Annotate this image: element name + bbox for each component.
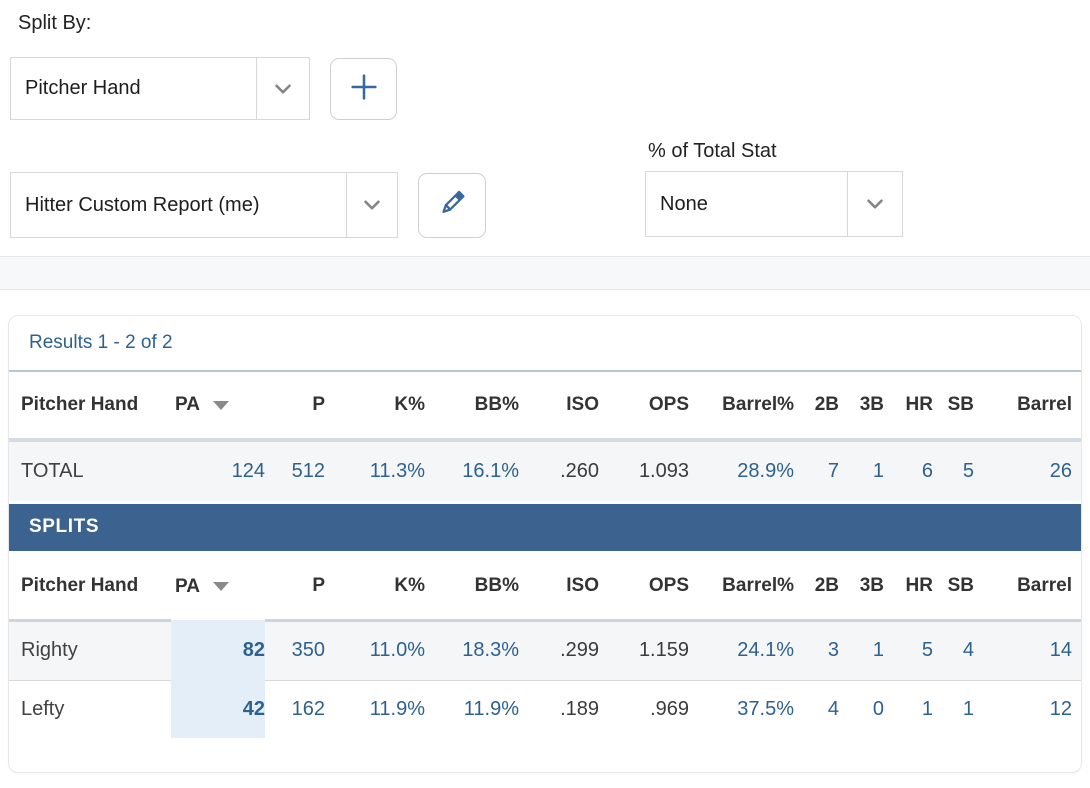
chevron-down-icon bbox=[847, 172, 902, 236]
table-header-row: Pitcher Hand PA P K% BB% ISO OPS Barrel%… bbox=[9, 372, 1081, 440]
lefty-pa[interactable]: 42 bbox=[171, 680, 265, 738]
edit-report-button[interactable] bbox=[418, 173, 486, 238]
col-header-3b[interactable]: 3B bbox=[859, 394, 884, 415]
col-header-barrel[interactable]: Barrel bbox=[1017, 575, 1072, 596]
col-header-sb[interactable]: SB bbox=[947, 575, 974, 596]
results-card: Results 1 - 2 of 2 Pitcher Hand PA bbox=[8, 315, 1082, 773]
col-header-iso[interactable]: ISO bbox=[566, 394, 599, 415]
report-dropdown[interactable]: Hitter Custom Report (me) bbox=[10, 172, 398, 238]
righty-ops: 1.159 bbox=[599, 618, 689, 680]
lefty-p[interactable]: 162 bbox=[265, 679, 325, 738]
righty-p[interactable]: 350 bbox=[265, 618, 325, 680]
split-row-lefty: Lefty 42 162 11.9% 11.9% .189 .969 37.5%… bbox=[9, 679, 1081, 738]
righty-barrel-pct[interactable]: 24.1% bbox=[689, 618, 794, 680]
splits-table: Pitcher Hand PA P K% BB% ISO OPS Barrel%… bbox=[9, 372, 1081, 738]
sort-desc-icon bbox=[212, 582, 229, 592]
righty-k-pct[interactable]: 11.0% bbox=[325, 618, 425, 680]
lefty-2b[interactable]: 4 bbox=[794, 679, 839, 738]
plus-icon bbox=[347, 70, 381, 109]
sort-desc-icon bbox=[212, 400, 229, 410]
righty-2b[interactable]: 3 bbox=[794, 618, 839, 680]
col-header-bb-pct[interactable]: BB% bbox=[474, 394, 519, 415]
col-header-p[interactable]: P bbox=[312, 575, 325, 596]
results-count: Results 1 - 2 of 2 bbox=[9, 316, 1081, 372]
split-by-dropdown[interactable]: Pitcher Hand bbox=[10, 57, 310, 120]
righty-sb[interactable]: 4 bbox=[933, 618, 974, 680]
col-header-pa-label: PA bbox=[175, 575, 200, 597]
total-k-pct[interactable]: 11.3% bbox=[325, 438, 425, 502]
total-ops: 1.093 bbox=[599, 438, 689, 502]
total-3b[interactable]: 1 bbox=[839, 438, 884, 502]
col-header-p[interactable]: P bbox=[312, 394, 325, 415]
col-header-pa[interactable]: PA bbox=[171, 372, 265, 440]
righty-iso: .299 bbox=[519, 618, 599, 680]
col-header-k-pct[interactable]: K% bbox=[394, 394, 425, 415]
split-by-label: Split By: bbox=[18, 12, 92, 34]
total-barrel-pct[interactable]: 28.9% bbox=[689, 438, 794, 502]
righty-barrel[interactable]: 14 bbox=[974, 618, 1081, 680]
add-split-button[interactable] bbox=[330, 58, 397, 120]
righty-bb-pct[interactable]: 18.3% bbox=[425, 618, 519, 680]
col-header-ops[interactable]: OPS bbox=[648, 394, 689, 415]
total-p[interactable]: 512 bbox=[265, 438, 325, 502]
col-header-pa-label: PA bbox=[175, 394, 200, 415]
lefty-3b[interactable]: 0 bbox=[839, 679, 884, 738]
total-sb[interactable]: 5 bbox=[933, 438, 974, 502]
col-header-bb-pct[interactable]: BB% bbox=[474, 575, 519, 596]
chevron-down-icon bbox=[346, 173, 397, 237]
section-divider-bar bbox=[0, 256, 1090, 290]
col-header-pitcher-hand[interactable]: Pitcher Hand bbox=[21, 575, 139, 596]
lefty-ops: .969 bbox=[599, 679, 689, 738]
col-header-pitcher-hand[interactable]: Pitcher Hand bbox=[21, 394, 139, 415]
col-header-barrel[interactable]: Barrel bbox=[1017, 394, 1072, 415]
pct-total-label: % of Total Stat bbox=[648, 140, 777, 162]
col-header-2b[interactable]: 2B bbox=[814, 575, 839, 596]
col-header-pa[interactable]: PA bbox=[171, 552, 265, 620]
table-header-row: Pitcher Hand PA P K% BB% ISO OPS Barrel%… bbox=[9, 552, 1081, 620]
col-header-sb[interactable]: SB bbox=[947, 394, 974, 415]
col-header-hr[interactable]: HR bbox=[905, 575, 933, 596]
lefty-barrel[interactable]: 12 bbox=[974, 679, 1081, 738]
total-2b[interactable]: 7 bbox=[794, 438, 839, 502]
report-value: Hitter Custom Report (me) bbox=[25, 193, 260, 216]
col-header-ops[interactable]: OPS bbox=[648, 575, 689, 596]
col-header-k-pct[interactable]: K% bbox=[394, 575, 425, 596]
total-row-label: TOTAL bbox=[9, 438, 171, 502]
split-row-label: Lefty bbox=[9, 679, 171, 738]
col-header-3b[interactable]: 3B bbox=[859, 575, 884, 596]
col-header-barrel-pct[interactable]: Barrel% bbox=[722, 575, 794, 596]
pencil-icon bbox=[436, 187, 468, 224]
lefty-iso: .189 bbox=[519, 679, 599, 738]
splits-section-label: SPLITS bbox=[9, 500, 1081, 554]
total-row: TOTAL 124 512 11.3% 16.1% .260 1.093 28.… bbox=[9, 438, 1081, 502]
pct-total-value: None bbox=[660, 192, 708, 215]
lefty-sb[interactable]: 1 bbox=[933, 679, 974, 738]
col-header-barrel-pct[interactable]: Barrel% bbox=[722, 394, 794, 415]
righty-pa[interactable]: 82 bbox=[171, 620, 265, 680]
col-header-hr[interactable]: HR bbox=[905, 394, 933, 415]
lefty-bb-pct[interactable]: 11.9% bbox=[425, 679, 519, 738]
split-row-label: Righty bbox=[9, 618, 171, 680]
total-barrel[interactable]: 26 bbox=[974, 438, 1081, 502]
col-header-2b[interactable]: 2B bbox=[814, 394, 839, 415]
lefty-hr[interactable]: 1 bbox=[884, 679, 933, 738]
righty-hr[interactable]: 5 bbox=[884, 618, 933, 680]
lefty-k-pct[interactable]: 11.9% bbox=[325, 679, 425, 738]
lefty-barrel-pct[interactable]: 37.5% bbox=[689, 679, 794, 738]
total-hr[interactable]: 6 bbox=[884, 438, 933, 502]
chevron-down-icon bbox=[256, 58, 309, 119]
pct-total-dropdown[interactable]: None bbox=[645, 171, 903, 237]
split-row-righty: Righty 82 350 11.0% 18.3% .299 1.159 24.… bbox=[9, 618, 1081, 680]
total-pa[interactable]: 124 bbox=[171, 438, 265, 502]
total-bb-pct[interactable]: 16.1% bbox=[425, 438, 519, 502]
split-by-value: Pitcher Hand bbox=[25, 77, 141, 99]
col-header-iso[interactable]: ISO bbox=[566, 575, 599, 596]
splits-section-header: SPLITS bbox=[9, 500, 1081, 554]
total-iso: .260 bbox=[519, 438, 599, 502]
righty-3b[interactable]: 1 bbox=[839, 618, 884, 680]
